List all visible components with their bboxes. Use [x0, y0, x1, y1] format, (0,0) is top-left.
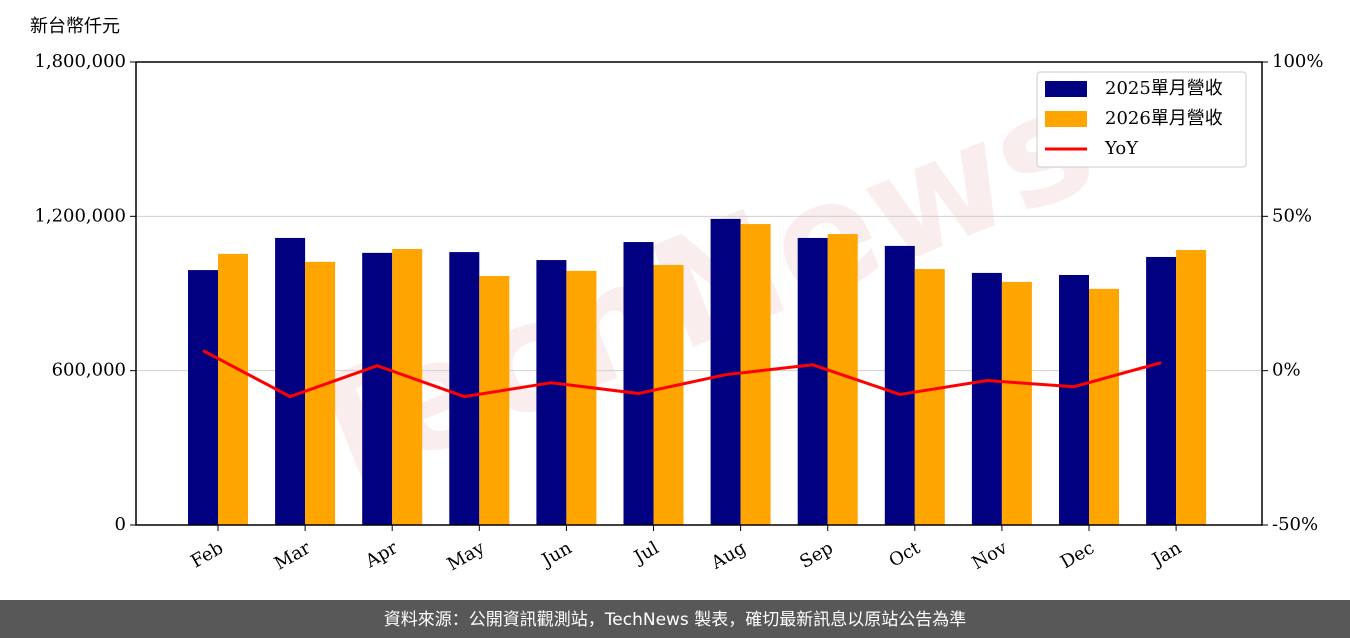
bar: [1146, 256, 1177, 525]
x-tick-label: Aug: [707, 537, 750, 574]
bar: [884, 245, 915, 526]
y2-tick-label: 0%: [1272, 360, 1301, 381]
bar: [479, 276, 510, 525]
bar: [392, 249, 423, 525]
bar: [1176, 250, 1207, 525]
x-tick-label: Apr: [361, 537, 401, 572]
bar: [1089, 288, 1119, 525]
x-tick-label: Jun: [537, 537, 576, 572]
y-tick-label: 1,200,000: [34, 205, 126, 226]
legend-label: 2025單月營收: [1105, 78, 1223, 99]
bar: [1059, 274, 1089, 525]
bar: [623, 242, 654, 526]
bar: [449, 252, 480, 525]
x-tick-label: Oct: [886, 537, 925, 572]
x-tick-label: Jan: [1147, 537, 1185, 571]
bar: [536, 260, 567, 525]
legend-label: YoY: [1104, 138, 1139, 159]
legend-swatch: [1045, 111, 1087, 127]
bar: [305, 261, 336, 525]
bar: [362, 252, 393, 525]
bar: [914, 269, 945, 525]
y2-tick-label: 100%: [1272, 51, 1323, 72]
x-tick-label: Mar: [271, 537, 315, 574]
y2-tick-label: -50%: [1272, 514, 1318, 535]
yoy-line: [202, 349, 1162, 399]
bar: [740, 224, 771, 526]
footer: 資料來源：公開資訊觀測站，TechNews 製表，確切最新訊息以原站公告為準: [384, 610, 966, 630]
y2-tick-label: 50%: [1272, 205, 1312, 226]
bar: [797, 237, 828, 525]
bar: [566, 270, 597, 525]
legend: 2025單月營收 2026單月營收 YoY: [1036, 71, 1247, 168]
x-tick-label: May: [444, 537, 489, 575]
footer-bar: [0, 600, 1350, 638]
y-tick-label: 1,800,000: [34, 51, 126, 72]
x-tick-label: Jul: [629, 537, 663, 569]
x-tick-label: Feb: [187, 537, 227, 572]
bar: [218, 253, 248, 526]
bar: [1001, 281, 1032, 525]
bar: [971, 272, 1002, 525]
y-tick-label: 600,000: [52, 360, 126, 381]
bar: [710, 218, 741, 525]
bar: [188, 270, 218, 525]
bar: [275, 237, 306, 525]
x-tick-label: Sep: [796, 537, 836, 572]
unit-label: 新台幣仟元: [30, 16, 120, 37]
y-tick-label: 0: [115, 514, 126, 535]
plot-frame: [135, 61, 1263, 526]
bar: [653, 264, 684, 525]
legend-box: [1036, 71, 1247, 168]
x-tick-label: Dec: [1057, 537, 1098, 573]
legend-swatch: [1045, 81, 1087, 97]
legend-label: 2026單月營收: [1105, 108, 1223, 129]
x-tick-label: Nov: [969, 537, 1012, 574]
